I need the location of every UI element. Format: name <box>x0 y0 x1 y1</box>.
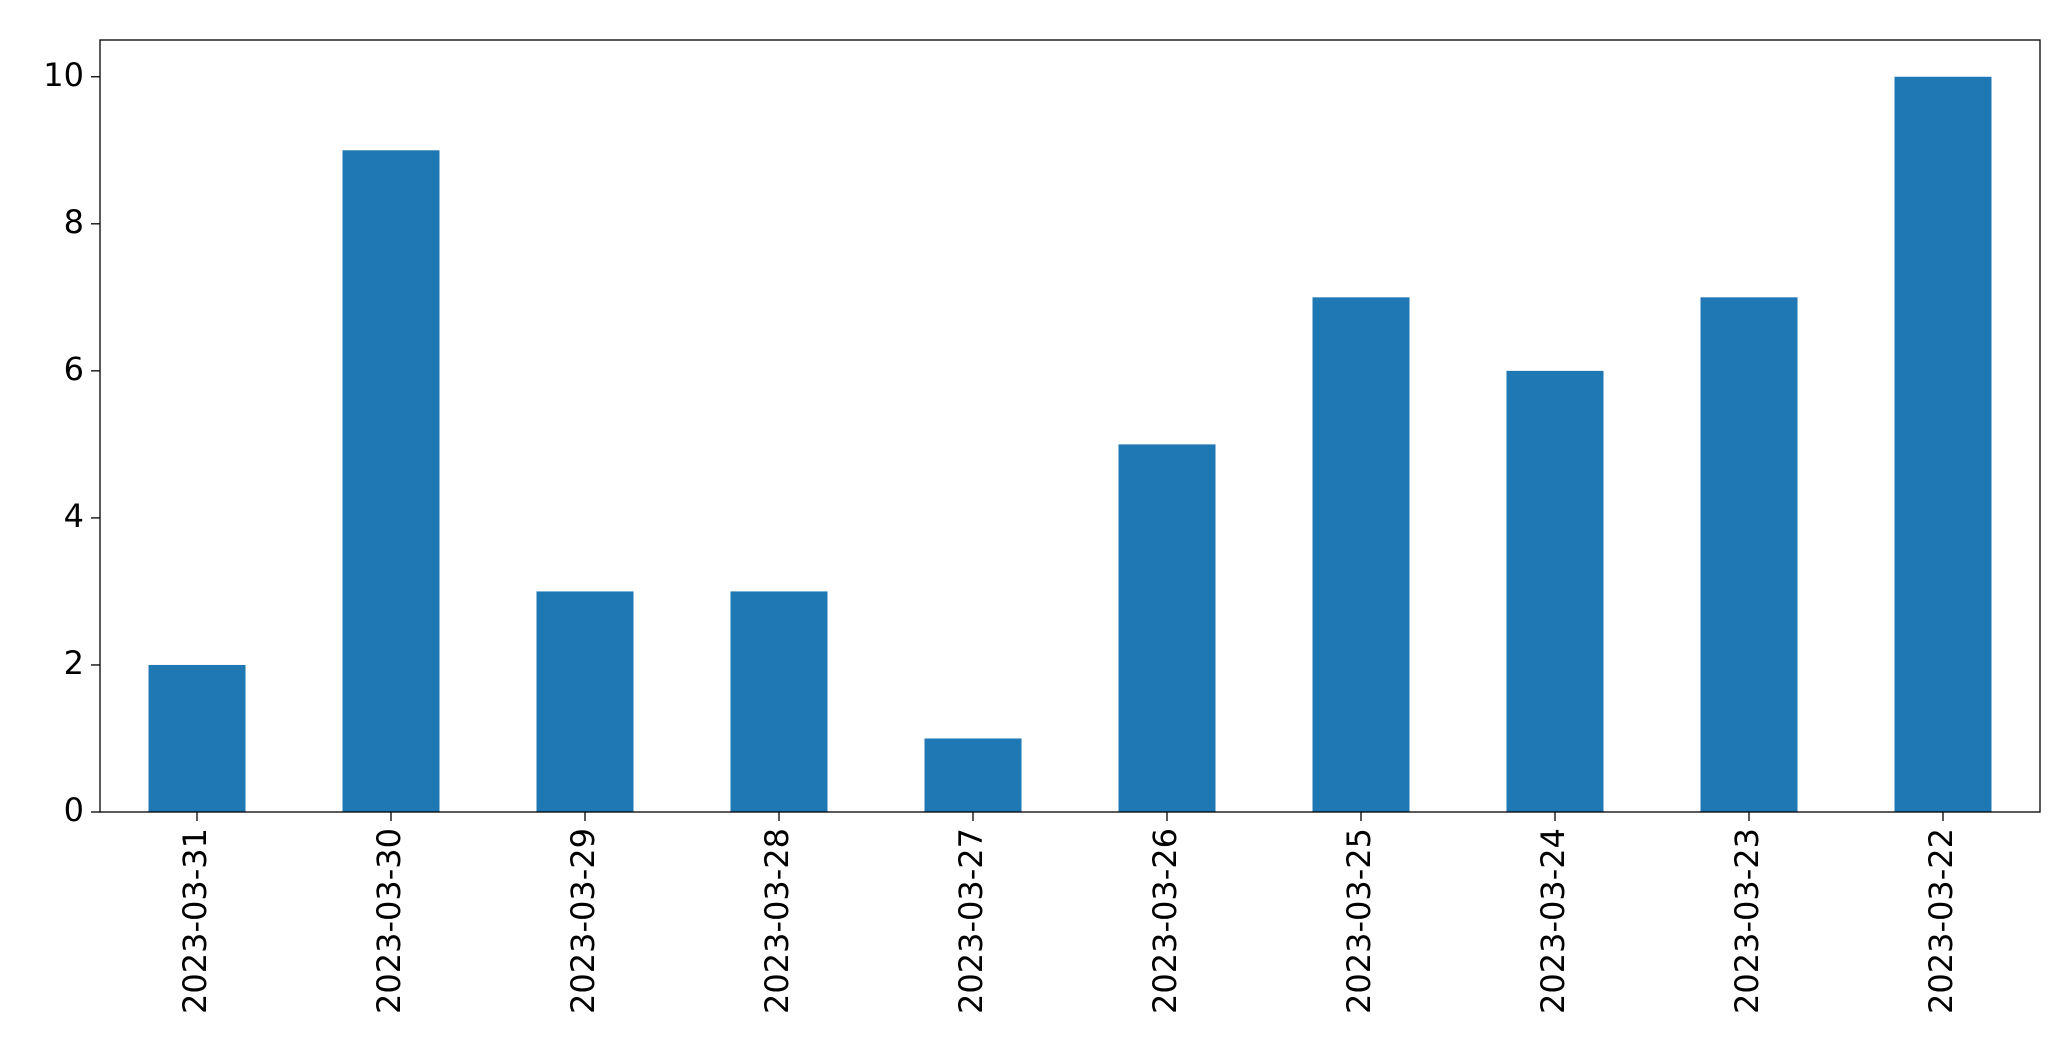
y-tick-label: 6 <box>64 350 84 388</box>
x-tick-label: 2023-03-25 <box>1340 828 1378 1014</box>
bar <box>730 591 828 812</box>
x-tick-label: 2023-03-24 <box>1534 828 1572 1014</box>
bar <box>1312 297 1410 812</box>
x-tick-label: 2023-03-27 <box>952 828 990 1014</box>
x-tick-label: 2023-03-23 <box>1728 828 1766 1014</box>
x-tick-label: 2023-03-28 <box>758 828 796 1014</box>
x-tick-label: 2023-03-29 <box>564 828 602 1014</box>
bar <box>148 664 246 812</box>
y-tick-label: 4 <box>64 497 84 535</box>
bar <box>924 738 1022 812</box>
bar <box>1700 297 1798 812</box>
bar <box>1118 444 1216 812</box>
bar <box>536 591 634 812</box>
x-tick-label: 2023-03-30 <box>370 828 408 1014</box>
plot-frame <box>99 39 2041 813</box>
y-tick-label: 2 <box>64 644 84 682</box>
x-tick-label: 2023-03-22 <box>1922 828 1960 1014</box>
x-tick-label: 2023-03-31 <box>176 828 214 1014</box>
y-tick-label: 8 <box>64 203 84 241</box>
bar <box>1506 370 1604 812</box>
x-tick-label: 2023-03-26 <box>1146 828 1184 1014</box>
bar <box>1894 76 1992 812</box>
y-tick-label: 0 <box>64 791 84 829</box>
y-tick-label: 10 <box>43 56 84 94</box>
bar <box>342 150 440 813</box>
